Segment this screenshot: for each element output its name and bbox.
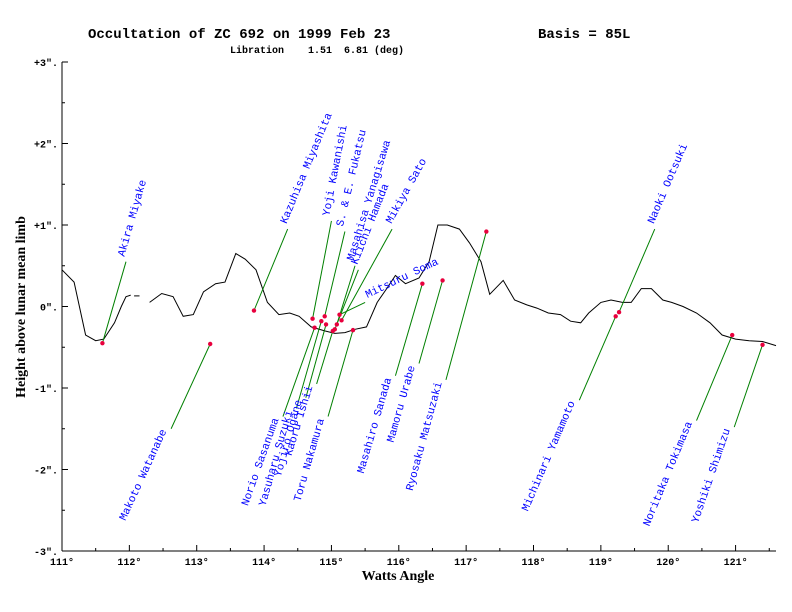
x-tick-label: 111° — [50, 557, 74, 569]
x-tick-label: 121° — [724, 557, 748, 569]
observer-point — [323, 322, 329, 327]
observer-chord — [327, 329, 354, 417]
observer-label: Mamoru Urabe — [386, 364, 419, 443]
chart-subtitle: Libration 1.51 6.81 (deg) — [230, 45, 404, 57]
observer-label: Mitsuru Soma — [364, 256, 441, 301]
observer-chord — [170, 343, 211, 429]
x-tick-label: 115° — [319, 557, 343, 569]
observer-point — [616, 310, 622, 315]
y-axis-label: Height above lunar mean limb — [14, 216, 29, 398]
observer-chord — [618, 228, 656, 313]
observer-chord — [339, 301, 366, 316]
observer-point — [332, 327, 338, 332]
observer-label: Noritaka Tokimasa — [642, 420, 696, 529]
x-tick-label: 118° — [522, 557, 546, 569]
observer-point — [339, 318, 344, 323]
observer-chord — [341, 228, 393, 321]
observer-point — [312, 325, 317, 330]
observer-point — [730, 332, 735, 338]
observer-point — [440, 278, 445, 283]
x-tick-label: 116° — [387, 557, 411, 569]
observer-point — [322, 314, 327, 319]
x-tick-label: 112° — [117, 557, 141, 569]
observer-chord — [578, 316, 617, 401]
y-tick-label: +2". — [34, 140, 58, 152]
observer-point — [251, 308, 257, 313]
observer-chord — [282, 327, 316, 417]
observer-chord — [316, 330, 334, 385]
observer-chord — [295, 321, 322, 409]
observer-label: Akira Miyake — [117, 179, 150, 258]
observer-point — [350, 327, 356, 333]
chart-title: Occultation of ZC 692 on 1999 Feb 23 — [88, 27, 390, 43]
profile-line — [149, 224, 777, 347]
y-tick-label: +1". — [34, 221, 58, 233]
y-tick-label: -2". — [34, 466, 58, 478]
observer-chord — [733, 344, 764, 428]
chart-basis: Basis = 85L — [538, 27, 630, 43]
observer-chord — [445, 231, 487, 380]
y-tick-label: -1". — [34, 384, 58, 396]
observer-point — [484, 229, 489, 234]
axes: 111° 112° 113° 114° 115° 116° 117° 118° 119° 120°… — [34, 58, 776, 569]
observer-point — [334, 322, 340, 327]
y-tick-label: -3". — [34, 547, 58, 559]
x-tick-label: 114° — [252, 557, 276, 569]
observer-chord — [418, 280, 444, 364]
x-axis-label: Watts Angle — [362, 569, 435, 584]
observer-chord — [312, 220, 332, 319]
observer-label: Michinari Yamamoto — [520, 400, 578, 514]
x-tick-label: 117° — [454, 557, 478, 569]
y-tick-label: 0". — [40, 303, 58, 315]
observer-chord — [305, 324, 327, 398]
observer-chord — [394, 283, 423, 376]
observer-point — [760, 342, 765, 348]
observer-point — [420, 281, 425, 286]
observer-point — [100, 340, 105, 346]
observer-chord — [101, 261, 127, 344]
observer-label: Ryosaku Matsuzaki — [405, 380, 446, 492]
observer-chord — [253, 228, 289, 311]
x-tick-label: 120° — [656, 557, 680, 569]
observer-label: Yoshiki Shimizu — [690, 427, 734, 525]
limb-profile — [61, 224, 777, 347]
observer-point — [613, 314, 618, 319]
observer-point — [310, 316, 315, 321]
observer-label: Makoto Watanabe — [118, 428, 170, 523]
observer-chord — [696, 334, 733, 421]
observer-label: Naoki Ootsuki — [646, 142, 691, 226]
observer-point — [319, 318, 324, 324]
x-tick-label: 119° — [589, 557, 613, 569]
observer-chord — [324, 231, 346, 317]
x-tick-label: 113° — [185, 557, 209, 569]
y-tick-label: +3". — [34, 58, 58, 70]
observer-point — [207, 341, 213, 347]
observer-label: Mikiya Sato — [384, 157, 430, 226]
observer-point — [337, 312, 342, 317]
